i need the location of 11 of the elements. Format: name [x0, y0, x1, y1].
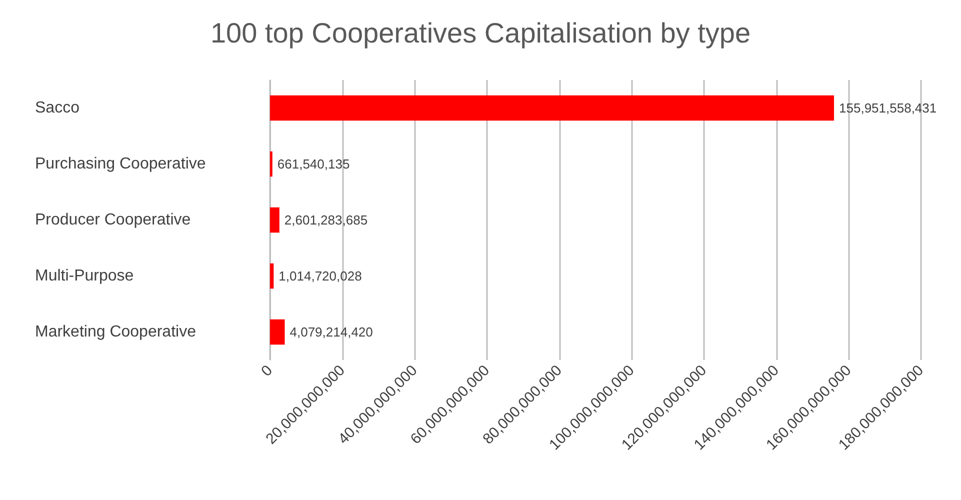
- data-label: 661,540,135: [277, 156, 350, 172]
- y-tick-label: Sacco: [35, 100, 80, 116]
- data-label: 2,601,283,685: [284, 212, 368, 228]
- y-tick-label: Marketing Cooperative: [35, 324, 196, 340]
- data-label: 155,951,558,431: [839, 100, 937, 116]
- chart-title: 100 top Cooperatives Capitalisation by type: [210, 18, 751, 48]
- y-tick-label: Purchasing Cooperative: [35, 156, 206, 172]
- y-tick-label: Multi-Purpose: [35, 268, 134, 284]
- data-label: 4,079,214,420: [290, 324, 373, 340]
- data-label: 1,014,720,028: [278, 268, 362, 284]
- y-tick-label: Producer Cooperative: [35, 212, 191, 228]
